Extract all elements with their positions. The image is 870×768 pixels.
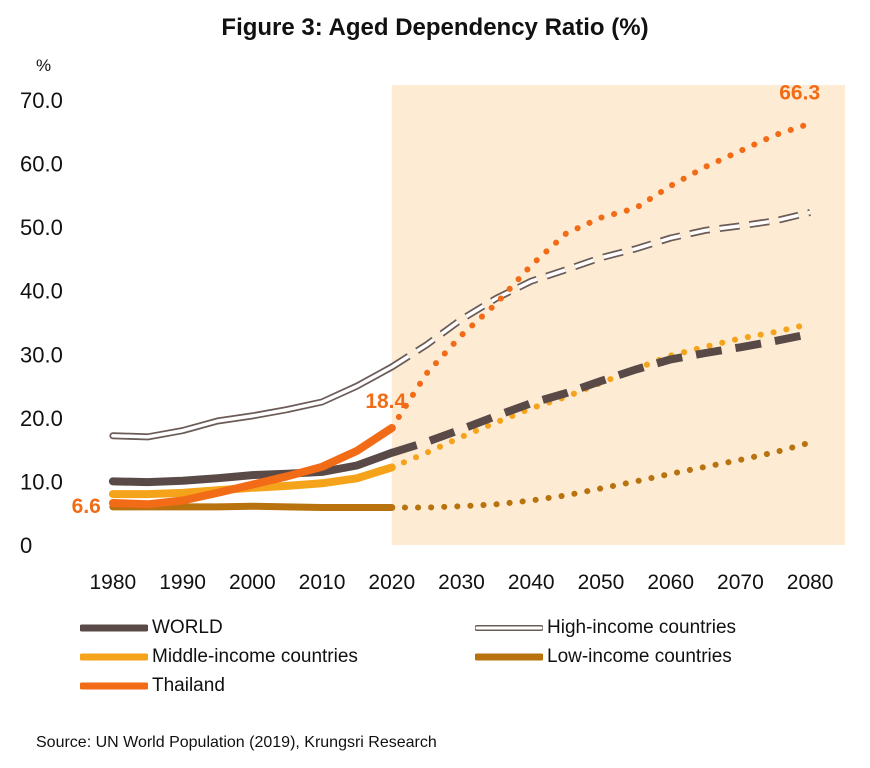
series-line-low-income-countries-projected — [388, 439, 814, 511]
x-tick-label: 2060 — [647, 571, 694, 594]
series-line-thailand-projected — [388, 120, 814, 431]
chart-title: Figure 3: Aged Dependency Ratio (%) — [221, 14, 649, 41]
y-tick-label: 30.0 — [20, 342, 63, 367]
legend-item-middle-income: Middle-income countries — [80, 645, 358, 669]
legend-swatch-thailand — [80, 682, 148, 690]
x-tick-label: 2030 — [438, 571, 485, 594]
x-tick-label: 1990 — [159, 571, 206, 594]
x-tick-label: 2000 — [229, 571, 276, 594]
line-chart: 0 10.0 20.0 30.0 40.0 50.0 60.0 70.0 1980 1990 200… — [20, 82, 845, 594]
x-tick-label: 2040 — [508, 571, 555, 594]
legend-item-low-income: Low-income countries — [475, 645, 732, 669]
legend-item-world: WORLD — [80, 616, 223, 640]
x-tick-label: 2080 — [787, 571, 834, 594]
legend-label-middle-income: Middle-income countries — [152, 646, 358, 667]
y-tick-label: 50.0 — [20, 215, 63, 240]
y-tick-label: 60.0 — [20, 152, 63, 177]
legend-swatch-low-income — [475, 653, 543, 661]
legend-label-world: WORLD — [152, 617, 223, 638]
legend-swatch-world — [80, 624, 148, 632]
legend-label-high-income: High-income countries — [547, 617, 737, 638]
y-tick-label: 20.0 — [20, 406, 63, 431]
source-note: Source: UN World Population (2019), Krun… — [36, 734, 437, 751]
y-tick-label: 0 — [20, 533, 32, 558]
data-label: 18.4 — [365, 390, 406, 413]
series-line-high-income-countries-historical — [111, 365, 394, 439]
x-tick-label: 2050 — [578, 571, 625, 594]
x-tick-label: 2070 — [717, 571, 764, 594]
data-label: 66.3 — [779, 82, 820, 105]
legend-swatch-high-income — [475, 625, 543, 631]
series-line-world-historical — [108, 448, 396, 487]
legend-item-thailand: Thailand — [80, 674, 225, 698]
y-tick-label: 70.0 — [20, 88, 63, 113]
x-tick-label: 1980 — [90, 571, 137, 594]
series-line-thailand-historical — [108, 424, 396, 509]
x-tick-label: 2020 — [368, 571, 415, 594]
y-tick-label: 10.0 — [20, 469, 63, 494]
y-axis-unit: % — [36, 56, 52, 75]
projection-region — [391, 85, 845, 545]
data-label: 6.6 — [72, 495, 101, 518]
y-tick-label: 40.0 — [20, 279, 63, 304]
series-line-high-income-countries-historical-outline — [109, 363, 396, 441]
legend-label-thailand: Thailand — [152, 675, 225, 696]
x-tick-label: 2010 — [299, 571, 346, 594]
legend-swatch-middle-income — [80, 653, 148, 661]
legend-item-high-income: High-income countries — [475, 616, 736, 640]
series-line-world-projected — [390, 329, 811, 457]
legend-label-low-income: Low-income countries — [547, 646, 732, 667]
